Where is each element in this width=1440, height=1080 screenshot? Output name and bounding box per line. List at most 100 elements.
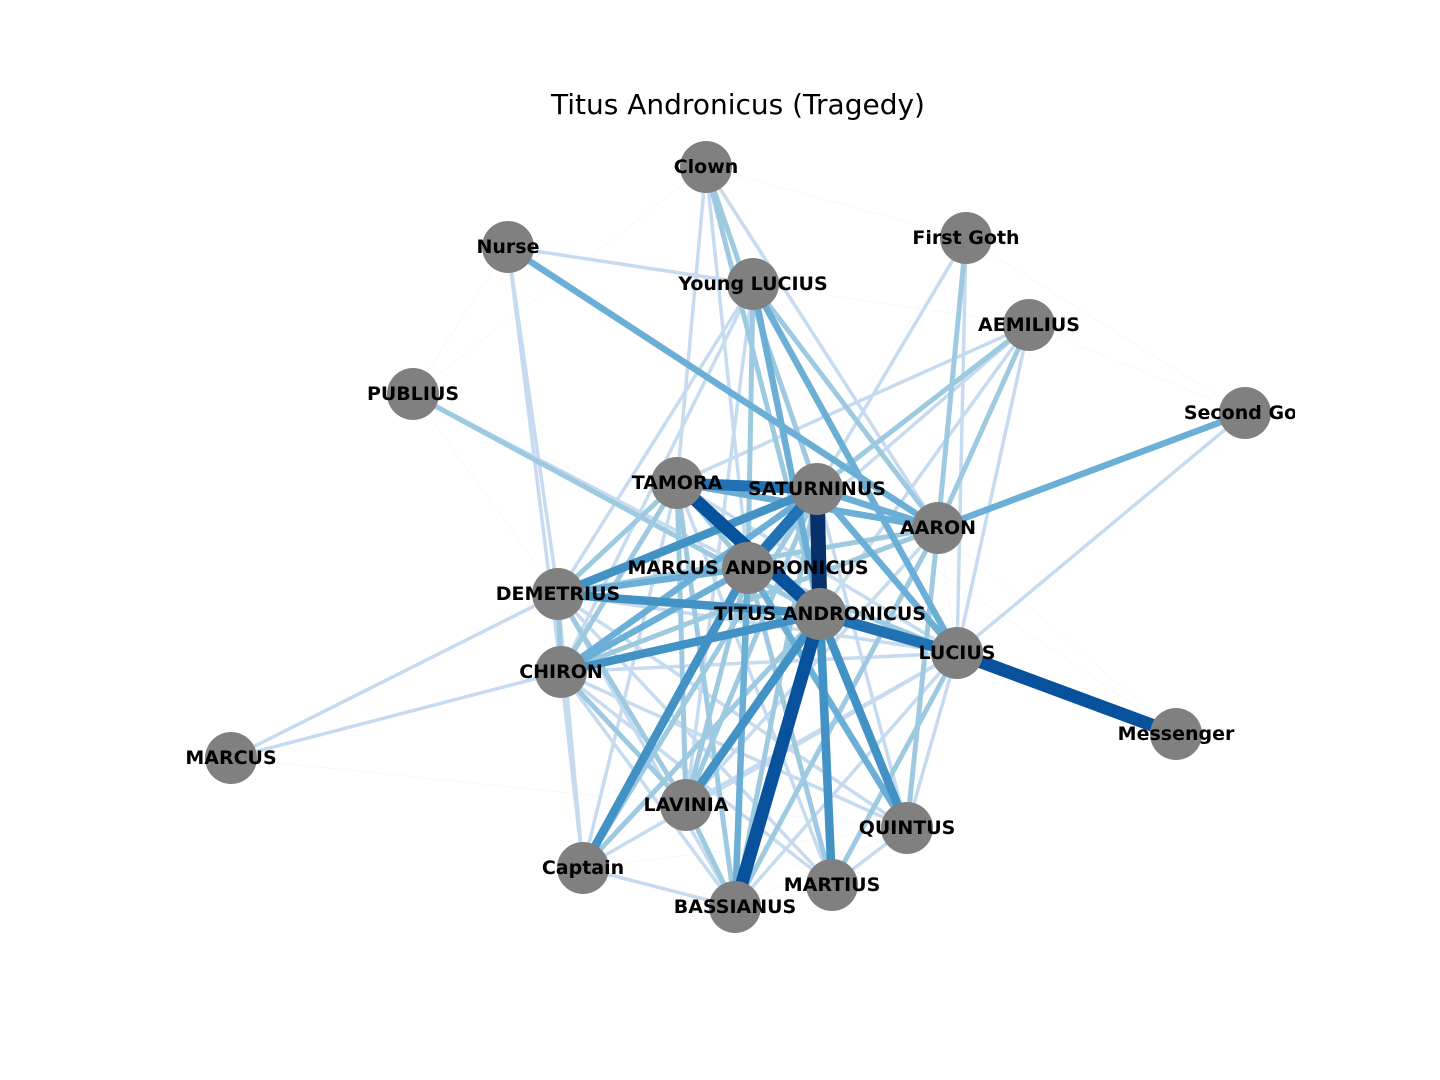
node-circle	[1150, 708, 1202, 760]
node-circle	[387, 368, 439, 420]
edge	[954, 646, 1179, 741]
edge	[955, 237, 968, 654]
node-circle	[722, 542, 774, 594]
edge	[731, 567, 752, 908]
node-circle	[680, 141, 732, 193]
node-label: PUBLIUS	[367, 383, 459, 405]
edge	[675, 166, 708, 484]
edge	[412, 246, 509, 395]
edge	[556, 283, 755, 595]
node-circle	[940, 212, 992, 264]
edge	[559, 486, 819, 675]
edge	[581, 612, 822, 870]
edge	[752, 283, 1030, 326]
edge	[230, 757, 687, 806]
node-label: Second Got	[1184, 402, 1306, 424]
node-label: Captain	[542, 857, 624, 879]
node-circle	[482, 221, 534, 273]
node-circle	[1219, 387, 1271, 439]
edges-layer	[230, 166, 1247, 909]
edge	[818, 323, 1031, 616]
node-label: AARON	[900, 517, 976, 539]
edge	[682, 611, 824, 808]
edge	[905, 652, 959, 829]
node-label: Young LUCIUS	[677, 273, 827, 295]
edge	[579, 565, 752, 871]
node-label: LUCIUS	[919, 642, 996, 664]
node-circle	[806, 859, 858, 911]
edge	[581, 482, 679, 869]
node-circle	[651, 457, 703, 509]
node-label: First Goth	[912, 227, 1019, 249]
node-circle	[557, 842, 609, 894]
edge	[937, 527, 1177, 735]
edge	[935, 323, 1032, 530]
edge	[559, 670, 688, 807]
node-label: AEMILIUS	[978, 314, 1080, 336]
edge	[815, 613, 837, 886]
edge	[507, 245, 754, 286]
edge	[749, 283, 824, 615]
edge	[230, 670, 562, 760]
edge	[704, 166, 940, 529]
node-label: MARCUS	[185, 747, 276, 769]
nodes-layer	[205, 141, 1271, 933]
edge	[684, 283, 755, 806]
edge	[412, 393, 559, 595]
edge	[559, 671, 585, 869]
edge	[559, 670, 737, 909]
node-label: CHIRON	[519, 661, 603, 683]
node-circle	[881, 802, 933, 854]
labels-layer: Clown Nurse First Goth Young LUCIUS AEMILIUS…	[185, 156, 1306, 918]
edge	[955, 411, 1247, 655]
edge	[559, 565, 750, 675]
node-circle	[205, 732, 257, 784]
edge	[955, 324, 1031, 654]
edge	[560, 609, 821, 677]
edge	[557, 564, 749, 598]
edge	[557, 592, 958, 655]
edge	[904, 527, 941, 829]
node-label: LAVINIA	[644, 794, 729, 816]
edge	[750, 282, 960, 655]
node-label: Nurse	[477, 236, 540, 258]
edge	[230, 592, 559, 760]
node-circle	[912, 502, 964, 554]
node-circle	[727, 258, 779, 310]
edge	[555, 592, 689, 807]
node-circle	[791, 463, 843, 515]
node-label: TAMORA	[632, 472, 723, 494]
edge	[1028, 324, 1246, 414]
edge	[705, 166, 967, 239]
node-label: QUINTUS	[859, 817, 956, 839]
edge	[556, 485, 819, 598]
node-circle	[1003, 299, 1055, 351]
edge	[556, 481, 679, 596]
edge	[814, 486, 960, 656]
node-label: SATURNINUS	[748, 478, 886, 500]
edge	[582, 866, 736, 909]
edge	[829, 651, 960, 887]
node-label: DEMETRIUS	[496, 583, 620, 605]
edge	[674, 482, 738, 908]
node-circle	[535, 646, 587, 698]
edge	[703, 166, 823, 615]
node-label: MARTIUS	[784, 874, 881, 896]
edge	[751, 282, 940, 530]
edge	[558, 481, 680, 674]
node-label: BASSIANUS	[674, 896, 797, 918]
graph-title: Titus Andronicus (Tragedy)	[550, 88, 925, 121]
edge	[728, 612, 827, 909]
node-circle	[709, 881, 761, 933]
node-label: TITUS ANDRONICUS	[714, 603, 926, 625]
node-circle	[660, 779, 712, 831]
edge	[683, 488, 820, 806]
node-label: Clown	[674, 156, 739, 178]
node-label: Messenger	[1118, 723, 1235, 745]
edge	[816, 488, 1177, 735]
edge	[816, 612, 911, 830]
edge	[506, 244, 940, 531]
node-circle	[532, 568, 584, 620]
node-label: MARCUS ANDRONICUS	[627, 557, 868, 579]
